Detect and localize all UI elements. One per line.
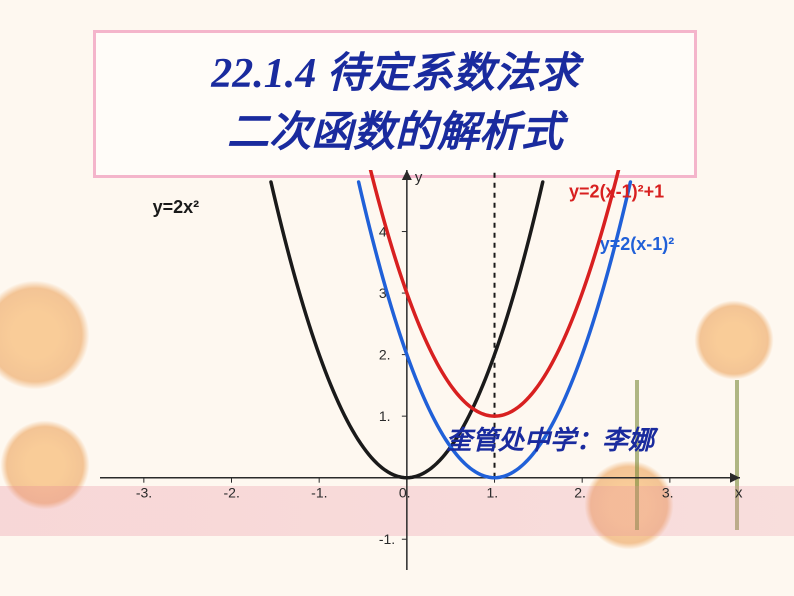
svg-text:3.: 3. [662,485,674,501]
title-box: 22.1.4 待定系数法求 二次函数的解析式 [93,30,697,178]
title-line2: 二次函数的解析式 [116,104,674,163]
svg-text:2.: 2. [574,485,586,501]
svg-text:1.: 1. [379,408,391,424]
svg-text:-1.: -1. [311,485,327,501]
svg-text:y=2(x-1)²: y=2(x-1)² [600,234,675,254]
author-label: 奎管处中学：李娜 [446,420,654,457]
svg-text:2.: 2. [379,347,391,363]
svg-text:y=2x²: y=2x² [153,197,200,217]
svg-text:x: x [735,485,743,502]
parabola-chart: xy-3.-2.-1.0.1.2.3.-1.1.2.3.4.y=2x²y=2(x… [50,170,750,590]
svg-text:-2.: -2. [224,485,240,501]
svg-text:y: y [415,170,423,186]
svg-text:y=2(x-1)²+1: y=2(x-1)²+1 [569,182,664,202]
chart-svg: xy-3.-2.-1.0.1.2.3.-1.1.2.3.4.y=2x²y=2(x… [50,170,750,590]
svg-text:1.: 1. [487,485,499,501]
title-line1: 22.1.4 待定系数法求 [116,45,674,104]
svg-text:-3.: -3. [136,485,152,501]
svg-text:-1.: -1. [379,531,395,547]
svg-text:0.: 0. [399,485,411,501]
